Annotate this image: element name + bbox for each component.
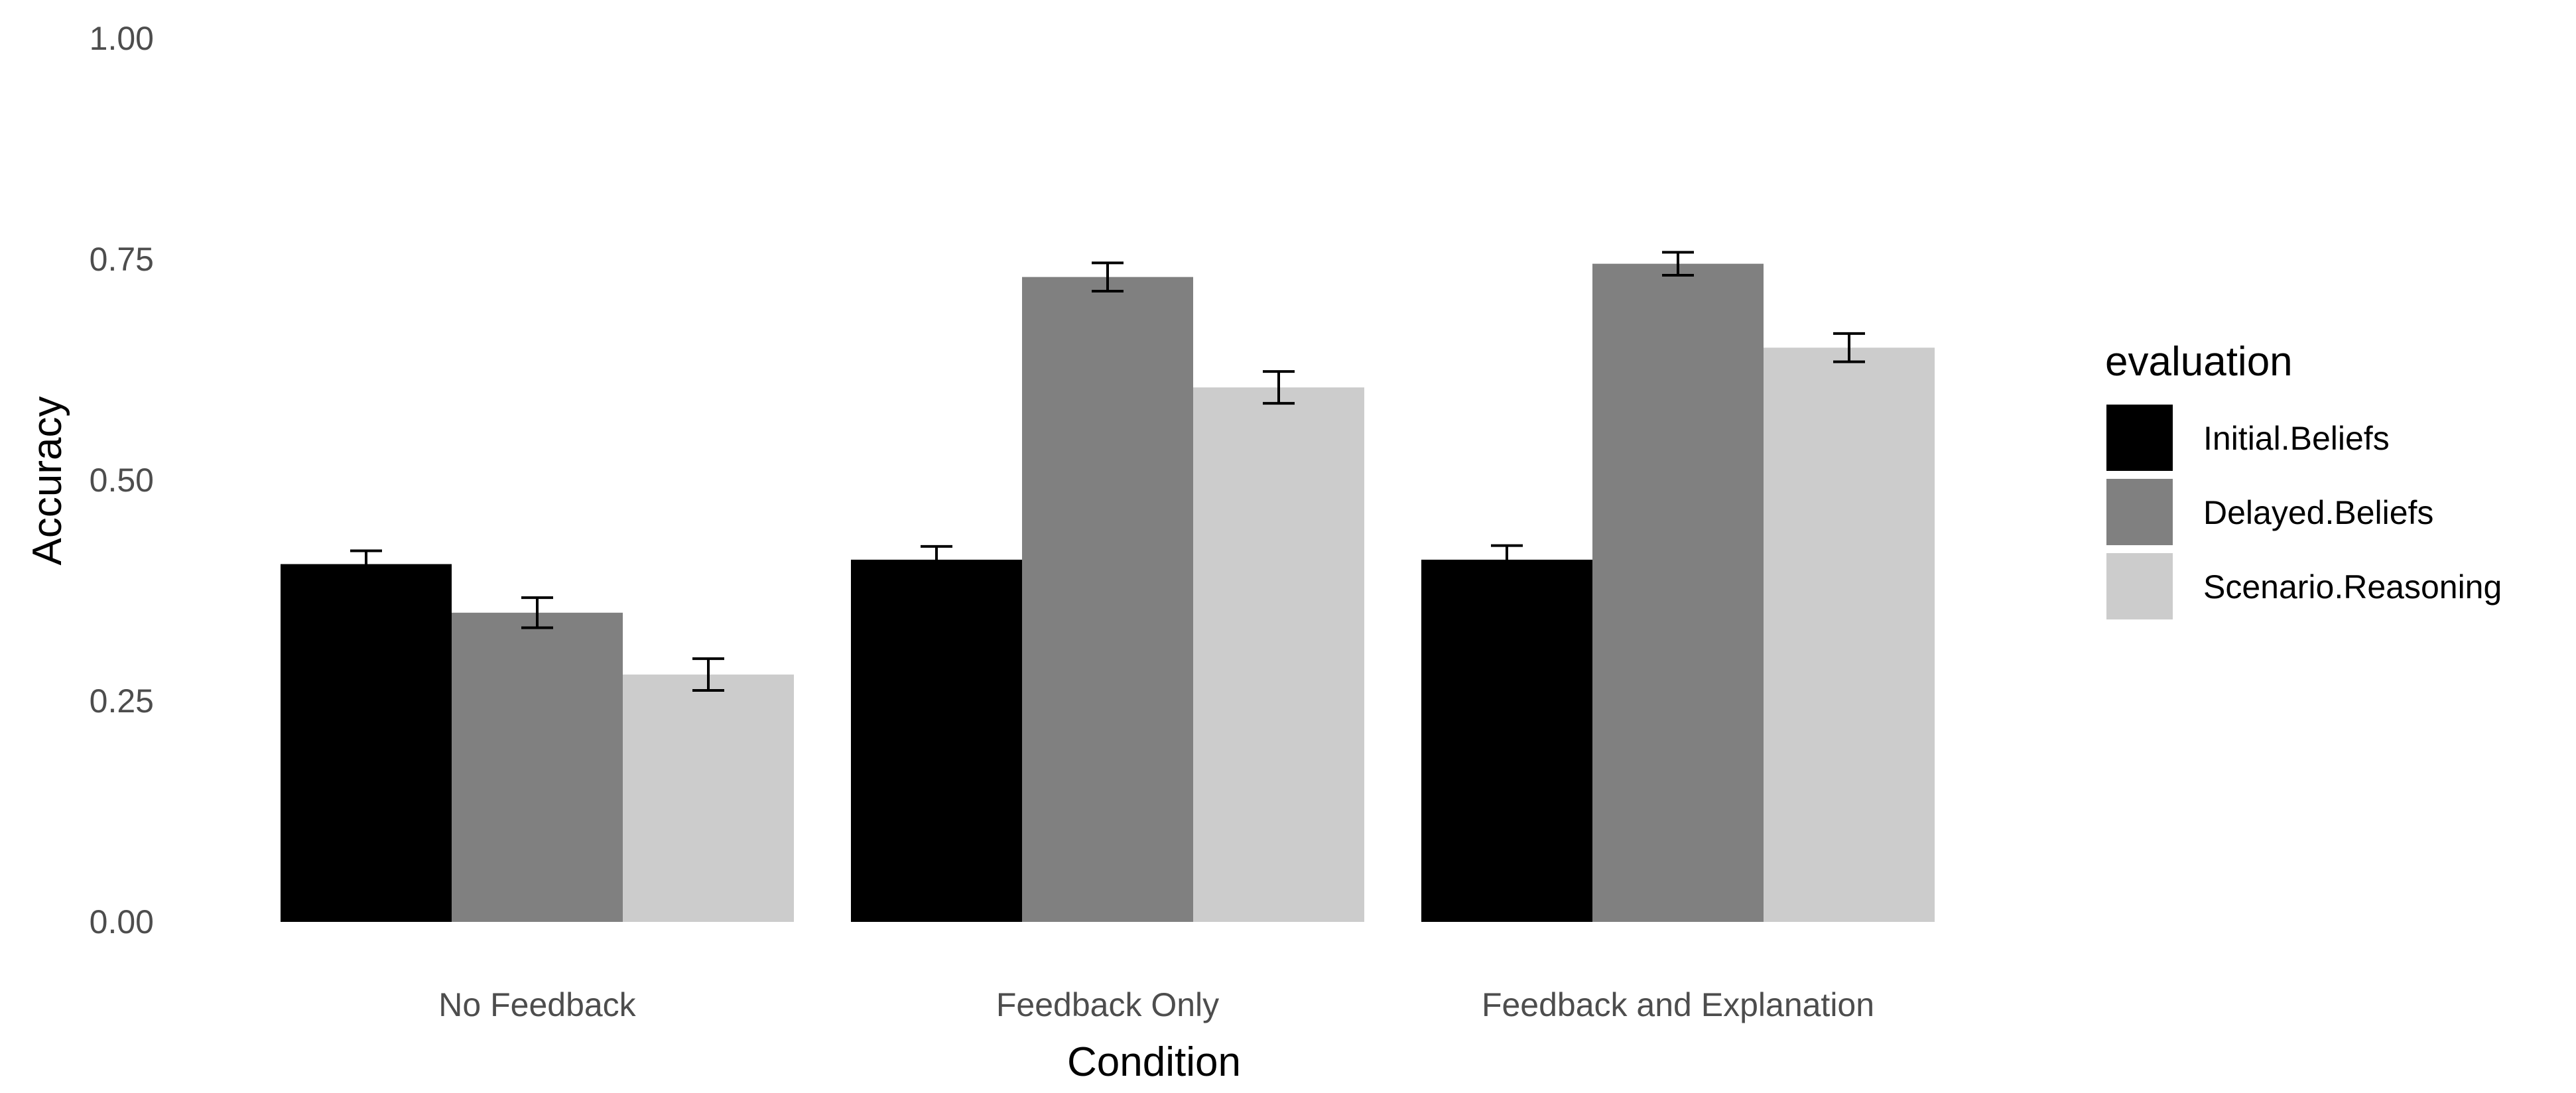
bar (1022, 277, 1193, 922)
x-tick-label: Feedback Only (996, 986, 1219, 1023)
legend-label: Scenario.Reasoning (2203, 568, 2502, 606)
bar (452, 612, 623, 922)
y-tick-label: 0.75 (90, 241, 154, 278)
legend-items: Initial.Beliefs Delayed.Beliefs Scenario.R… (2106, 405, 2502, 619)
legend-item: Initial.Beliefs (2106, 405, 2390, 471)
legend-item: Scenario.Reasoning (2106, 553, 2502, 619)
x-tick-label: Feedback and Explanation (1482, 986, 1874, 1023)
legend-item: Delayed.Beliefs (2106, 479, 2433, 545)
error-bar (521, 596, 553, 629)
legend-label: Delayed.Beliefs (2203, 494, 2433, 531)
error-bar (1833, 332, 1865, 363)
error-bar (692, 657, 724, 692)
y-axis-title: Accuracy (25, 397, 70, 566)
error-bar (350, 549, 382, 579)
x-axis-title: Condition (1067, 1039, 1241, 1085)
legend-title: evaluation (2105, 339, 2293, 385)
error-bar (921, 545, 952, 574)
legend: evaluation Initial.Beliefs Delayed.Belief… (2105, 339, 2502, 619)
y-axis-ticks: 0.00 0.25 0.50 0.75 1.00 (90, 20, 154, 940)
bar (281, 564, 452, 922)
error-bar (1263, 370, 1295, 405)
bar (1193, 387, 1364, 922)
y-tick-label: 1.00 (90, 20, 154, 57)
bar (623, 675, 794, 922)
x-axis-ticks: No Feedback Feedback Only Feedback and Exp… (438, 986, 1874, 1023)
x-tick-label: No Feedback (438, 986, 636, 1023)
bar (851, 559, 1022, 922)
y-tick-label: 0.25 (90, 682, 154, 720)
legend-swatch (2106, 479, 2173, 545)
y-tick-label: 0.50 (90, 462, 154, 499)
legend-swatch (2106, 553, 2173, 619)
bar (1764, 348, 1935, 922)
bar (1421, 559, 1592, 922)
error-bar (1662, 251, 1694, 277)
bars (281, 263, 1935, 922)
legend-label: Initial.Beliefs (2203, 420, 2390, 457)
y-tick-label: 0.00 (90, 903, 154, 940)
error-bar (1092, 261, 1124, 292)
legend-swatch (2106, 405, 2173, 471)
error-bars (350, 251, 1865, 692)
bar (1592, 263, 1764, 922)
error-bar (1491, 544, 1523, 576)
